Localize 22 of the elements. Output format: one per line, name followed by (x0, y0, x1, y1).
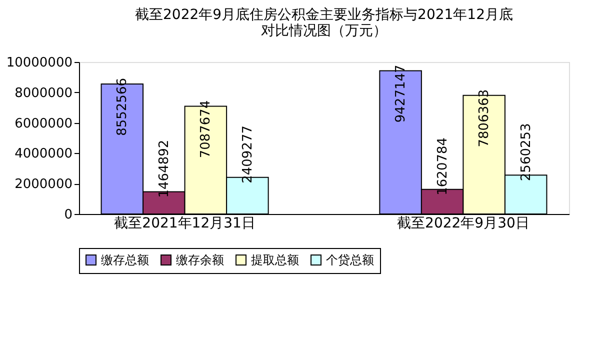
y-tick-label: 6000000 (14, 116, 72, 132)
data-label: 1464892 (156, 140, 172, 198)
data-label: 8552566 (115, 78, 130, 136)
text: 对比情况图（万元） (261, 23, 387, 39)
data-label: 7087674 (198, 100, 214, 158)
y-tick-label: 10000000 (6, 56, 72, 70)
x-tick-label: 截至2022年9月30日 (397, 216, 530, 232)
x-tick-label: 截至2021年12月31日 (114, 216, 256, 232)
data-label: 2560253 (518, 123, 534, 182)
text: 截至2022年9月底住房公积金主要业务指标与2021年12月底 (135, 7, 513, 23)
legend-label: 缴存余额 (176, 253, 224, 267)
data-label: 2409277 (240, 125, 256, 184)
y-tick-label: 8000000 (14, 86, 72, 101)
data-label: 7806363 (477, 89, 492, 148)
data-label: 9427147 (394, 64, 409, 123)
legend-label: 缴存总额 (101, 253, 149, 267)
legend-label: 提取总额 (251, 253, 299, 267)
data-label: 1620784 (435, 137, 450, 196)
legend-label: 个贷总额 (326, 253, 374, 267)
y-tick-label: 0 (64, 208, 72, 222)
y-tick-label: 2000000 (14, 177, 72, 192)
y-tick-label: 4000000 (14, 146, 72, 162)
